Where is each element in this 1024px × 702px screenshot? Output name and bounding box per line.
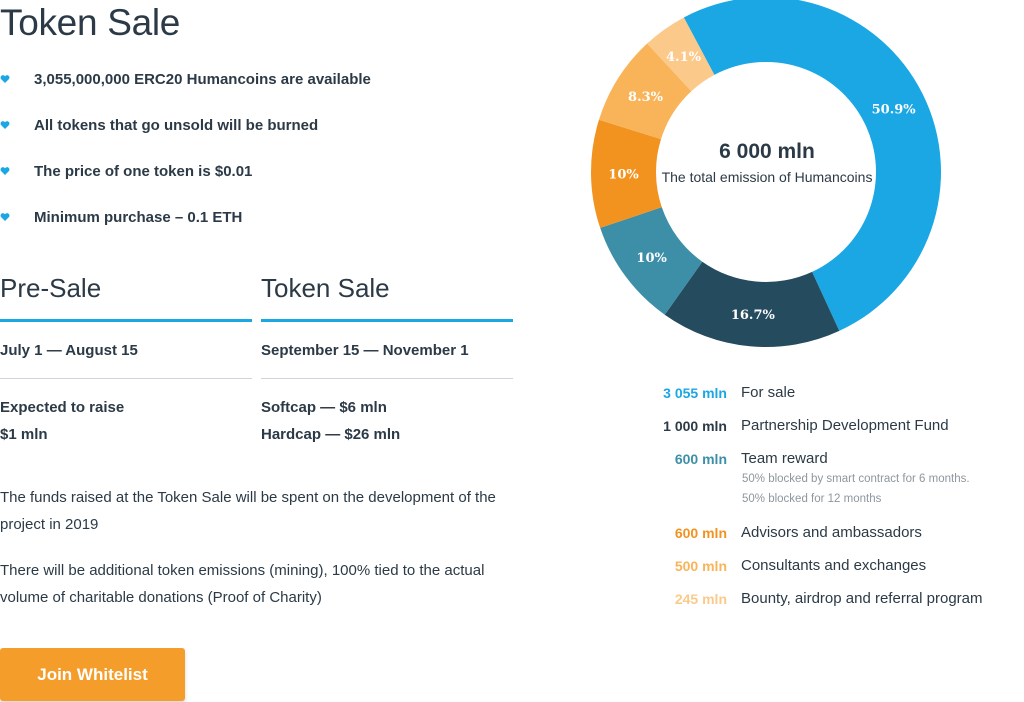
tokensale-title: Token Sale bbox=[261, 273, 390, 303]
chart-legend: 3 055 mln For sale 1 000 mln Partnership… bbox=[600, 382, 1024, 621]
donut-slice bbox=[647, 17, 715, 92]
slice-percent-label: 50.9% bbox=[872, 103, 917, 118]
divider bbox=[0, 378, 252, 379]
tokensale-line: Hardcap — $26 mln bbox=[261, 426, 401, 443]
feature-text: Minimum purchase – 0.1 ETH bbox=[34, 209, 243, 226]
tokensale-column: Token Sale September 15 — November 1 Sof… bbox=[261, 268, 513, 448]
emission-donut-chart: 50.9% 16.7% 10% 10% 8.3% 4.1% bbox=[591, 0, 941, 347]
donut-slice bbox=[664, 261, 840, 347]
presale-column: Pre-Sale July 1 — August 15 Expected to … bbox=[0, 268, 252, 448]
legend-label: Bounty, airdrop and referral program bbox=[741, 590, 983, 607]
chart-center-label: The total emission of Humancoins bbox=[661, 169, 873, 185]
presale-line: Expected to raise bbox=[0, 399, 125, 416]
slice-percent-label: 8.3% bbox=[628, 90, 664, 105]
donut-slice bbox=[600, 207, 703, 315]
legend-amount: 600 mln bbox=[674, 525, 727, 541]
feature-text: 3,055,000,000 ERC20 Humancoins are avail… bbox=[34, 71, 371, 88]
legend-amount: 600 mln bbox=[674, 451, 727, 467]
heart-icon bbox=[0, 121, 10, 129]
legend-label: Partnership Development Fund bbox=[741, 417, 949, 434]
legend-amount: 1 000 mln bbox=[663, 418, 727, 434]
legend-amount: 3 055 mln bbox=[663, 385, 727, 401]
slice-percent-label: 4.1% bbox=[666, 50, 702, 65]
feature-text: The price of one token is $0.01 bbox=[34, 163, 253, 180]
join-whitelist-button[interactable]: Join Whitelist bbox=[0, 648, 185, 701]
slice-percent-label: 10% bbox=[608, 168, 639, 183]
legend-row: 600 mln Team reward 50% blocked by smart… bbox=[600, 448, 1024, 522]
donut-slice bbox=[683, 0, 941, 331]
presale-title: Pre-Sale bbox=[0, 273, 102, 303]
page-title: Token Sale bbox=[0, 2, 181, 43]
legend-label: Team reward bbox=[741, 450, 828, 467]
legend-note: 50% blocked for 12 months bbox=[742, 493, 882, 505]
presale-dates: July 1 — August 15 bbox=[0, 342, 138, 359]
legend-label: For sale bbox=[741, 384, 796, 401]
feature-text: All tokens that go unsold will be burned bbox=[34, 117, 319, 134]
divider bbox=[261, 378, 513, 379]
legend-row: 245 mln Bounty, airdrop and referral pro… bbox=[600, 588, 1024, 621]
legend-label: Consultants and exchanges bbox=[741, 557, 927, 574]
funds-paragraph: The funds raised at the Token Sale will … bbox=[0, 489, 496, 533]
legend-amount: 245 mln bbox=[674, 591, 727, 607]
legend-row: 1 000 mln Partnership Development Fund bbox=[600, 415, 1024, 448]
legend-note: 50% blocked by smart contract for 6 mont… bbox=[742, 473, 970, 485]
heart-icon bbox=[0, 167, 10, 175]
donut-slice bbox=[598, 43, 692, 140]
legend-row: 3 055 mln For sale bbox=[600, 382, 1024, 415]
legend-row: 600 mln Advisors and ambassadors bbox=[600, 522, 1024, 555]
heart-icon bbox=[0, 75, 10, 83]
heart-icon bbox=[0, 213, 10, 221]
legend-label: Advisors and ambassadors bbox=[741, 524, 922, 541]
legend-amount: 500 mln bbox=[674, 558, 727, 574]
divider bbox=[0, 319, 252, 322]
slice-percent-label: 16.7% bbox=[731, 308, 776, 323]
tokensale-dates: September 15 — November 1 bbox=[261, 342, 469, 359]
emissions-paragraph: There will be additional token emissions… bbox=[0, 562, 485, 606]
donut-slice bbox=[591, 119, 662, 228]
legend-row: 500 mln Consultants and exchanges bbox=[600, 555, 1024, 588]
tokensale-line: Softcap — $6 mln bbox=[261, 399, 387, 416]
slice-percent-label: 10% bbox=[636, 251, 667, 266]
divider bbox=[261, 319, 513, 322]
chart-center-value: 6 000 mln bbox=[719, 140, 815, 163]
presale-line: $1 mln bbox=[0, 426, 48, 443]
